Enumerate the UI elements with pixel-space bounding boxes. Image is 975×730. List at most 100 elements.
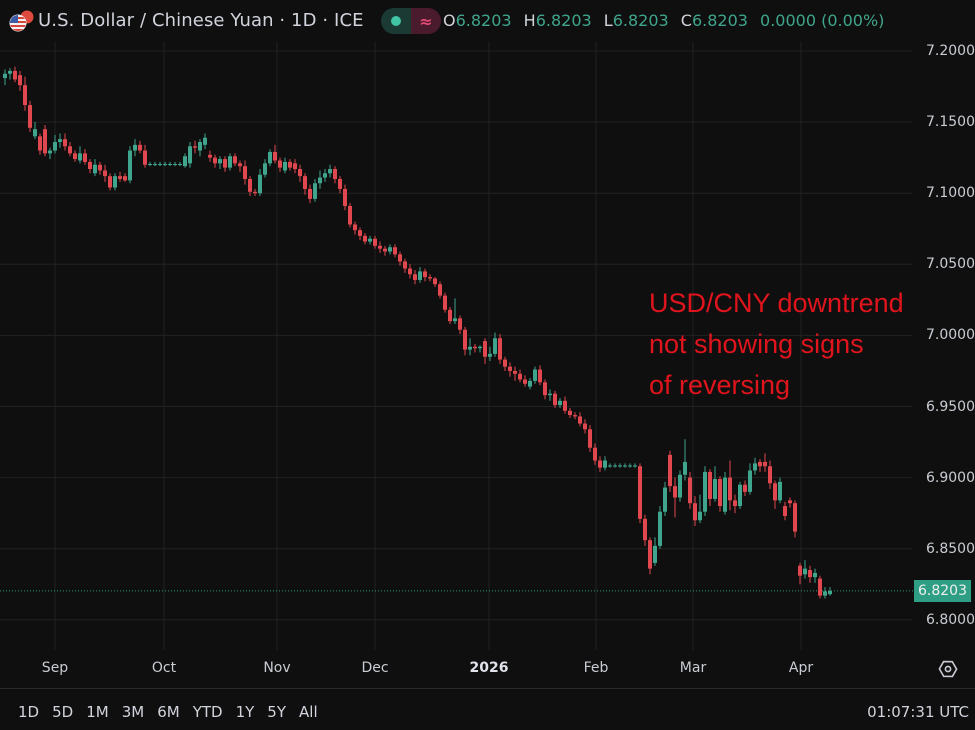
candle	[273, 144, 277, 164]
candle	[673, 477, 677, 518]
candle	[378, 241, 382, 253]
range-button-6m[interactable]: 6M	[157, 703, 180, 721]
candle	[143, 144, 147, 168]
candle	[488, 346, 492, 361]
candle	[823, 587, 827, 599]
candle	[268, 149, 272, 167]
candle	[48, 147, 52, 160]
candle	[68, 142, 72, 157]
candle	[628, 463, 632, 468]
candle	[338, 176, 342, 194]
range-button-5d[interactable]: 5D	[52, 703, 74, 721]
dot-icon	[391, 16, 401, 26]
candle	[83, 149, 87, 165]
high-label: H	[523, 11, 536, 30]
candle	[93, 159, 97, 177]
candle	[218, 156, 222, 170]
candle	[773, 480, 777, 509]
candle	[498, 333, 502, 364]
candle	[388, 244, 392, 255]
candle	[438, 281, 442, 299]
candle	[563, 396, 567, 414]
candle	[278, 157, 282, 172]
price-tick-label: 6.9000	[926, 469, 975, 486]
candle	[168, 161, 172, 167]
candle	[408, 264, 412, 279]
candle	[558, 397, 562, 408]
candle	[683, 439, 687, 481]
candle	[803, 560, 807, 579]
candle	[328, 164, 332, 178]
candle	[308, 184, 312, 204]
candle	[38, 133, 42, 155]
time-tick-label: Sep	[41, 660, 69, 676]
time-tick-label: 2026	[469, 660, 509, 676]
candle	[658, 506, 662, 549]
candles	[3, 66, 832, 599]
low-label: L	[603, 11, 613, 30]
candle	[3, 69, 7, 86]
clock[interactable]: 01:07:31 UTC	[867, 703, 969, 721]
range-button-all[interactable]: All	[299, 703, 318, 721]
candle	[528, 378, 532, 390]
candle	[518, 369, 522, 383]
candle	[588, 424, 592, 453]
candle	[113, 173, 117, 191]
candle	[138, 140, 142, 154]
symbol-title[interactable]: U.S. Dollar / Chinese Yuan · 1D · ICE	[38, 10, 364, 31]
candle	[118, 171, 122, 182]
candle	[758, 459, 762, 472]
candle	[578, 412, 582, 427]
range-button-3m[interactable]: 3M	[121, 703, 145, 721]
range-button-1y[interactable]: 1Y	[235, 703, 255, 721]
candle	[238, 160, 242, 172]
candle	[678, 470, 682, 502]
candle	[543, 379, 547, 400]
candle	[98, 161, 102, 175]
candle	[208, 150, 212, 162]
candle	[428, 274, 432, 282]
candle	[353, 221, 357, 235]
candle	[283, 157, 287, 174]
market-status-pill[interactable]: ≈	[381, 8, 441, 34]
candle	[818, 575, 822, 599]
candle	[668, 450, 672, 492]
candle	[633, 463, 637, 468]
range-button-ytd[interactable]: YTD	[192, 703, 223, 721]
candle	[203, 133, 207, 150]
candle	[398, 251, 402, 266]
candle	[618, 463, 622, 468]
candlestick-chart[interactable]	[0, 0, 975, 690]
candle	[423, 268, 427, 282]
candle	[643, 514, 647, 546]
range-button-5y[interactable]: 5Y	[267, 703, 287, 721]
range-button-1d[interactable]: 1D	[18, 703, 40, 721]
time-tick-label: Apr	[788, 660, 814, 676]
open-value: 6.8203	[455, 11, 512, 30]
range-button-1m[interactable]: 1M	[86, 703, 109, 721]
candle	[78, 146, 82, 164]
candle	[258, 169, 262, 197]
price-tick-label: 7.0500	[926, 256, 975, 273]
candle	[723, 471, 727, 515]
candle	[688, 471, 692, 509]
chart-area[interactable]	[0, 0, 975, 690]
change-value: 0.0000 (0.00%)	[760, 11, 885, 30]
candle	[348, 203, 352, 228]
candle	[768, 460, 772, 489]
candle	[313, 178, 317, 202]
price-tick-label: 7.1000	[926, 185, 975, 202]
candle	[23, 76, 27, 111]
settings-icon[interactable]	[938, 659, 958, 679]
candle	[808, 565, 812, 583]
candle	[318, 170, 322, 189]
candle	[538, 365, 542, 386]
candle	[778, 477, 782, 504]
ohlc-legend: O6.8203 H6.8203 L6.8203 C6.8203 0.0000 (…	[443, 11, 884, 30]
candle	[468, 338, 472, 356]
candle	[728, 460, 732, 511]
candle	[738, 481, 742, 509]
candle	[448, 306, 452, 325]
range-selector: 1D 5D 1M 3M 6M YTD 1Y 5Y All	[18, 703, 331, 721]
candle	[433, 277, 437, 288]
